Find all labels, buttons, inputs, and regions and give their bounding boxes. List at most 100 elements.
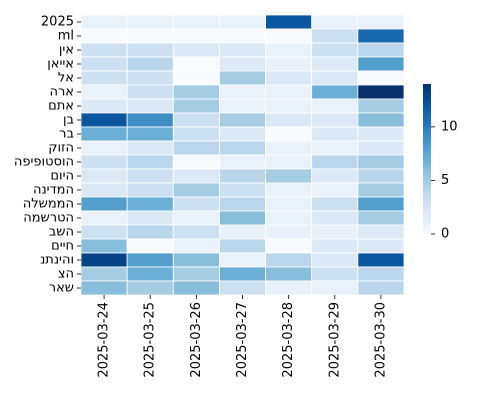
heatmap-cell	[265, 28, 313, 44]
heatmap-cell	[172, 14, 220, 30]
heatmap-cell	[311, 56, 359, 72]
colorbar-segment	[423, 184, 431, 187]
heatmap-cell	[357, 112, 405, 128]
heatmap-cell	[357, 238, 405, 254]
colorbar-segment	[423, 126, 431, 130]
heatmap-cell	[265, 266, 313, 282]
heatmap-cell	[357, 182, 405, 198]
heatmap-cell	[311, 98, 359, 114]
colorbar-segment	[423, 84, 431, 87]
heatmap-cell	[80, 252, 128, 268]
colorbar-segment	[423, 186, 431, 190]
colorbar-segment	[423, 131, 431, 135]
x-tick-labels: 2025-03-24 2025-03-25 2025-03-26 2025-03-27…	[97, 295, 388, 378]
heatmap-cell	[357, 210, 405, 226]
heatmap-cell	[265, 210, 313, 226]
heatmap-cell	[265, 42, 313, 58]
heatmap-cell	[126, 84, 174, 100]
heatmap-cell	[311, 238, 359, 254]
heatmap-cell	[172, 98, 220, 114]
heatmap-cell	[357, 14, 405, 30]
colorbar-segment	[423, 209, 431, 212]
heatmap-cell	[311, 196, 359, 212]
heatmap-cell	[126, 98, 174, 114]
heatmap-cell	[311, 210, 359, 226]
colorbar-segment	[423, 129, 431, 132]
colorbar-segment	[423, 124, 431, 127]
heatmap-cell	[265, 196, 313, 212]
heatmap-cell	[219, 14, 266, 30]
heatmap-cell	[80, 140, 128, 156]
heatmap-cell	[126, 154, 174, 170]
heatmap-cell	[126, 14, 174, 30]
heatmap-cell	[219, 28, 266, 44]
heatmap-cell	[265, 84, 313, 100]
heatmap-cell	[357, 280, 405, 296]
heatmap-cell	[172, 112, 220, 128]
colorbar-segment	[423, 174, 431, 177]
heatmap-cell	[80, 98, 128, 114]
heatmap-cell	[219, 182, 266, 198]
heatmap-cell	[357, 98, 405, 114]
heatmap-cell	[311, 126, 359, 142]
heatmap-cell	[357, 252, 405, 268]
heatmap-cell	[126, 266, 174, 282]
heatmap-cell	[172, 140, 220, 156]
colorbar-segment	[423, 224, 431, 227]
colorbar-segment	[423, 99, 431, 102]
heatmap-cell	[172, 252, 220, 268]
heatmap-cell	[126, 252, 174, 268]
heatmap-cell	[219, 238, 266, 254]
y-tick-label: ml	[58, 29, 74, 44]
heatmap-cell	[219, 112, 266, 128]
heatmap-cell	[80, 28, 128, 44]
colorbar-tick-label: 5	[441, 173, 449, 188]
heatmap-cell	[265, 182, 313, 198]
heatmap-cell	[80, 224, 128, 240]
heatmap-cell	[357, 42, 405, 58]
heatmap-cell	[126, 140, 174, 156]
x-tick-label: 2025-03-26	[189, 302, 204, 378]
y-tick-label: המדינה	[33, 183, 74, 198]
colorbar-segment	[423, 214, 431, 217]
heatmap-cell	[80, 280, 128, 296]
colorbar-segment	[423, 106, 431, 110]
heatmap-cell	[80, 14, 128, 30]
x-tick-label: 2025-03-24	[97, 302, 112, 378]
y-tick-label: הממשלה	[23, 197, 74, 212]
heatmap-cell	[126, 168, 174, 184]
heatmap-cell	[219, 168, 266, 184]
heatmap-cell	[357, 154, 405, 170]
heatmap-cell	[126, 280, 174, 296]
heatmap-cell	[172, 238, 220, 254]
heatmap-cell	[172, 154, 220, 170]
y-tick-label: חיים	[51, 239, 74, 254]
heatmap-cell	[265, 98, 313, 114]
heatmap-cell	[172, 196, 220, 212]
heatmap-cell	[80, 238, 128, 254]
heatmap-cell	[126, 238, 174, 254]
heatmap-cell	[265, 126, 313, 142]
colorbar-segment	[423, 139, 431, 142]
colorbar-segment	[423, 116, 431, 120]
colorbar-segment	[423, 179, 431, 182]
heatmap-cell	[265, 224, 313, 240]
colorbar-segment	[423, 166, 431, 170]
heatmap-cell	[126, 56, 174, 72]
heatmap-cell	[357, 126, 405, 142]
heatmap-cell	[80, 126, 128, 142]
heatmap-cell	[311, 112, 359, 128]
heatmap-cell	[219, 140, 266, 156]
colorbar-segment	[423, 219, 431, 222]
heatmap-cell	[80, 168, 128, 184]
x-tick-label: 2025-03-28	[281, 302, 296, 378]
heatmap-cell	[265, 168, 313, 184]
y-tick-label: בר	[59, 127, 74, 142]
colorbar-segment	[423, 221, 431, 225]
heatmap-cell	[172, 210, 220, 226]
colorbar-segment	[423, 149, 431, 152]
heatmap-cell	[219, 252, 266, 268]
colorbar-segment	[423, 109, 431, 112]
heatmap-cell	[311, 14, 359, 30]
y-tick-label: שאר	[49, 281, 74, 296]
